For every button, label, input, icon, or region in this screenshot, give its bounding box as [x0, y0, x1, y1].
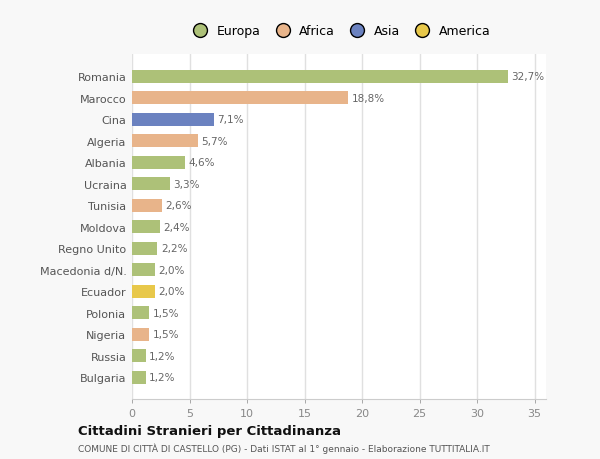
Text: 32,7%: 32,7% — [511, 72, 545, 82]
Text: 7,1%: 7,1% — [217, 115, 244, 125]
Text: 2,4%: 2,4% — [163, 222, 190, 232]
Bar — [132, 328, 149, 341]
Text: 2,6%: 2,6% — [166, 201, 192, 211]
Legend: Europa, Africa, Asia, America: Europa, Africa, Asia, America — [182, 20, 496, 43]
Text: 2,0%: 2,0% — [158, 286, 185, 297]
Text: 18,8%: 18,8% — [352, 94, 385, 104]
Bar — [132, 199, 162, 212]
Text: 1,2%: 1,2% — [149, 372, 176, 382]
Text: 5,7%: 5,7% — [201, 136, 227, 146]
Bar — [132, 349, 146, 362]
Bar — [132, 242, 157, 255]
Text: COMUNE DI CITTÀ DI CASTELLO (PG) - Dati ISTAT al 1° gennaio - Elaborazione TUTTI: COMUNE DI CITTÀ DI CASTELLO (PG) - Dati … — [78, 442, 490, 453]
Text: 3,3%: 3,3% — [173, 179, 200, 189]
Bar — [132, 263, 155, 276]
Bar — [132, 178, 170, 191]
Text: 4,6%: 4,6% — [188, 158, 215, 168]
Text: 2,0%: 2,0% — [158, 265, 185, 275]
Bar — [132, 285, 155, 298]
Bar — [132, 371, 146, 384]
Bar — [132, 307, 149, 319]
Text: 2,2%: 2,2% — [161, 244, 187, 254]
Bar — [132, 135, 197, 148]
Bar — [132, 71, 508, 84]
Bar — [132, 221, 160, 234]
Bar — [132, 157, 185, 169]
Text: 1,5%: 1,5% — [152, 308, 179, 318]
Text: 1,2%: 1,2% — [149, 351, 176, 361]
Text: Cittadini Stranieri per Cittadinanza: Cittadini Stranieri per Cittadinanza — [78, 424, 341, 437]
Bar — [132, 92, 348, 105]
Text: 1,5%: 1,5% — [152, 330, 179, 339]
Bar — [132, 113, 214, 127]
